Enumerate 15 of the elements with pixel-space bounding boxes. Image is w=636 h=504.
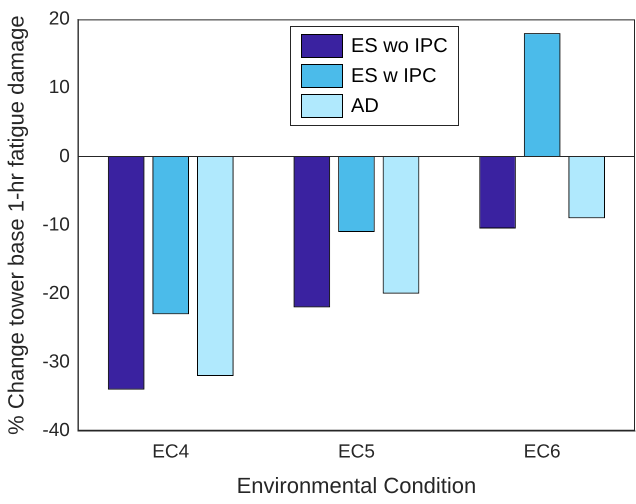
y-tick-label: 0: [59, 146, 70, 167]
legend-label: AD: [351, 94, 379, 118]
y-tick-label: 10: [48, 77, 70, 98]
x-tick-label: EC4: [152, 441, 190, 462]
y-tick-label: -30: [42, 351, 70, 372]
y-tick-label: -40: [42, 420, 70, 442]
x-tick-label: EC5: [338, 441, 375, 462]
legend-label: ES wo IPC: [351, 34, 448, 58]
legend-label: ES w IPC: [351, 64, 437, 88]
y-tick-label: -20: [42, 282, 70, 304]
y-tick-label: 20: [48, 8, 70, 30]
y-tick-label: -10: [42, 214, 70, 236]
x-tick-label: EC6: [524, 441, 561, 462]
x-axis-title: Environmental Condition: [236, 472, 476, 498]
y-axis-title: % Change tower base 1-hr fatigue damage: [3, 15, 28, 435]
